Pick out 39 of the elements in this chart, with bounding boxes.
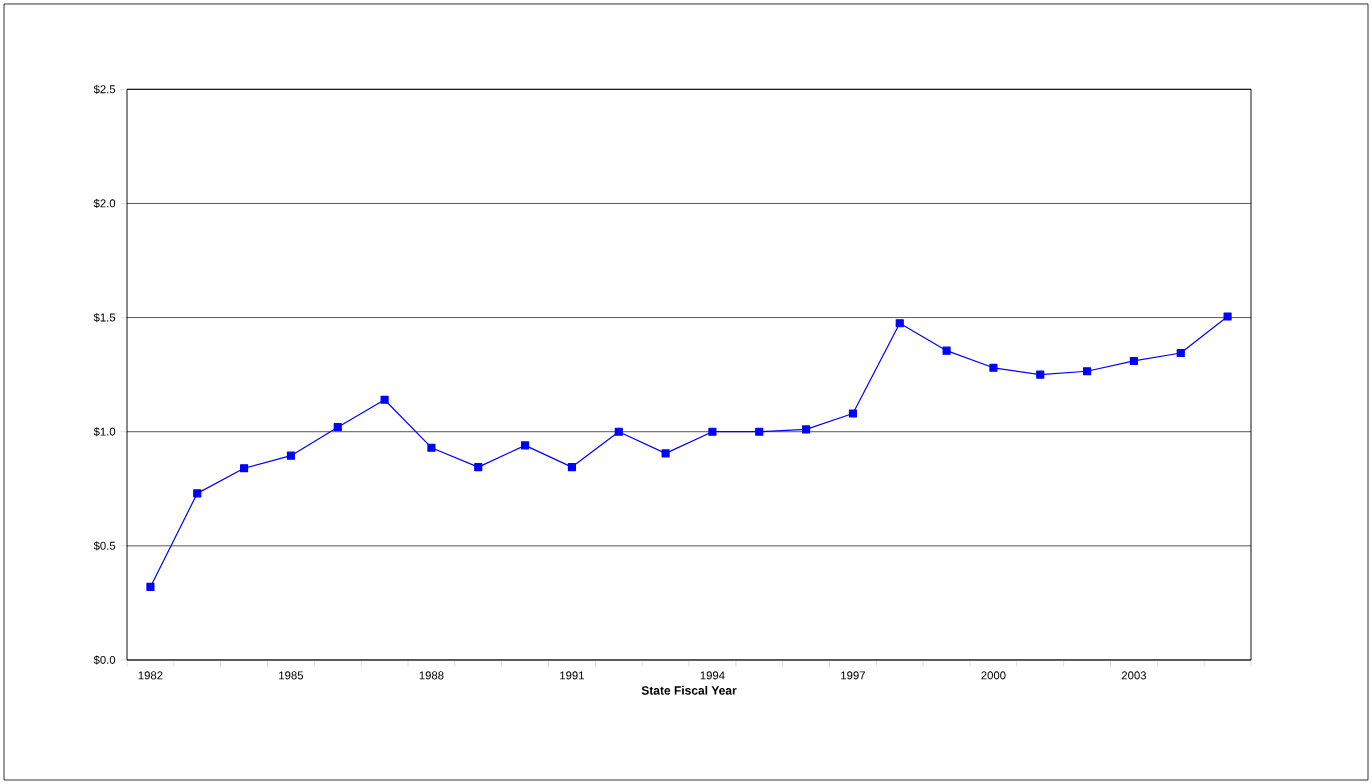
- x-tick-label: 1997: [841, 671, 865, 680]
- x-tick-label: 1988: [419, 671, 444, 680]
- point: [1083, 367, 1092, 376]
- point: [1176, 348, 1185, 358]
- x-tick-label: 2000: [981, 671, 1006, 680]
- point: [567, 463, 576, 472]
- x-tick-label: 2003: [1121, 671, 1147, 680]
- point: [895, 319, 904, 328]
- point: [474, 463, 483, 472]
- point: [614, 427, 623, 436]
- y-tick-label: $0.0: [93, 655, 116, 665]
- point: [146, 582, 155, 592]
- y-tick-label: $2.0: [93, 198, 116, 209]
- x-tick-label: 1991: [560, 671, 584, 680]
- x-axis-title: State Fiscal Year: [641, 685, 737, 695]
- point: [661, 449, 670, 458]
- point: [286, 451, 295, 460]
- point: [333, 423, 342, 432]
- y-tick-label: $2.5: [93, 84, 116, 94]
- y-tick-label: $0.5: [93, 541, 116, 551]
- point: [708, 427, 717, 436]
- y-tick-label: $1.5: [93, 313, 116, 323]
- point: [1129, 356, 1138, 366]
- point: [1223, 312, 1232, 321]
- point: [942, 346, 951, 355]
- point: [989, 363, 998, 372]
- point: [521, 441, 530, 450]
- point: [755, 427, 764, 436]
- x-tick-label: 1994: [700, 671, 725, 680]
- point: [848, 409, 857, 418]
- point: [380, 395, 389, 404]
- point: [427, 443, 436, 452]
- x-tick-label: 1985: [279, 671, 304, 680]
- y-tick-label: $1.0: [93, 427, 116, 437]
- point: [193, 489, 202, 498]
- point: [1036, 370, 1045, 379]
- point: [802, 425, 811, 434]
- point: [240, 464, 249, 473]
- x-tick-label: 1982: [138, 671, 163, 680]
